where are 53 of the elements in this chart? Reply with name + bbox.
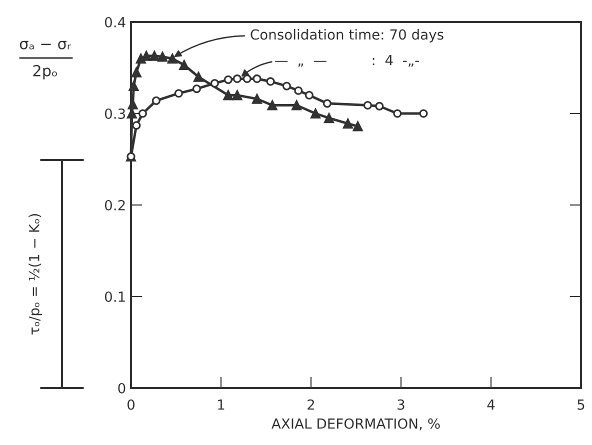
y-axis-title: σₐ − σᵣ 2pₒ <box>20 40 71 80</box>
point <box>152 96 161 105</box>
point <box>232 90 242 100</box>
x-tick-label: 0 <box>127 399 134 410</box>
point <box>363 100 372 110</box>
point <box>393 109 402 118</box>
point <box>266 77 275 86</box>
text: τₒ/pₒ = ½(1 − Kₒ) <box>28 214 42 334</box>
point <box>375 102 384 110</box>
x-tick-label: 5 <box>578 400 584 410</box>
point <box>131 67 142 78</box>
point <box>149 50 160 61</box>
point <box>310 108 320 118</box>
point <box>210 79 220 88</box>
point <box>419 109 428 118</box>
x-axis-title: AXIAL DEFORMATION, % <box>272 418 440 430</box>
point <box>324 113 334 124</box>
annotation: — „ — : 4 -„- <box>275 55 419 67</box>
x-tick-label: 1 <box>218 400 224 410</box>
point <box>242 74 252 84</box>
point <box>232 74 242 84</box>
y-tick-label: 0.2 <box>104 200 125 210</box>
point <box>126 108 137 118</box>
point <box>224 75 233 84</box>
y-tick-label: 0.3 <box>104 108 126 119</box>
y-tick-label: 0 <box>118 382 126 394</box>
point <box>174 89 184 98</box>
point <box>352 121 363 132</box>
point <box>179 60 190 70</box>
point <box>267 100 278 110</box>
point <box>252 74 262 84</box>
point <box>252 94 262 104</box>
y-tick-label: 0.4 <box>104 16 126 28</box>
point <box>223 90 234 100</box>
point <box>158 52 168 62</box>
point <box>138 109 148 118</box>
point <box>132 121 141 130</box>
point <box>322 99 332 108</box>
x-tick-label: 4 <box>487 400 495 410</box>
x-tick-label: 2 <box>308 399 314 410</box>
x-tick-label: 3 <box>398 399 404 410</box>
point <box>294 86 303 95</box>
annotation: Consolidation time: 70 days <box>250 29 444 42</box>
point <box>292 100 302 110</box>
y-tick-label: 0.1 <box>104 291 125 302</box>
point <box>128 81 139 92</box>
point <box>167 54 178 64</box>
point <box>304 90 314 100</box>
point <box>128 99 138 110</box>
point <box>342 118 353 129</box>
point <box>192 84 202 94</box>
point <box>194 72 204 82</box>
point <box>282 82 292 90</box>
